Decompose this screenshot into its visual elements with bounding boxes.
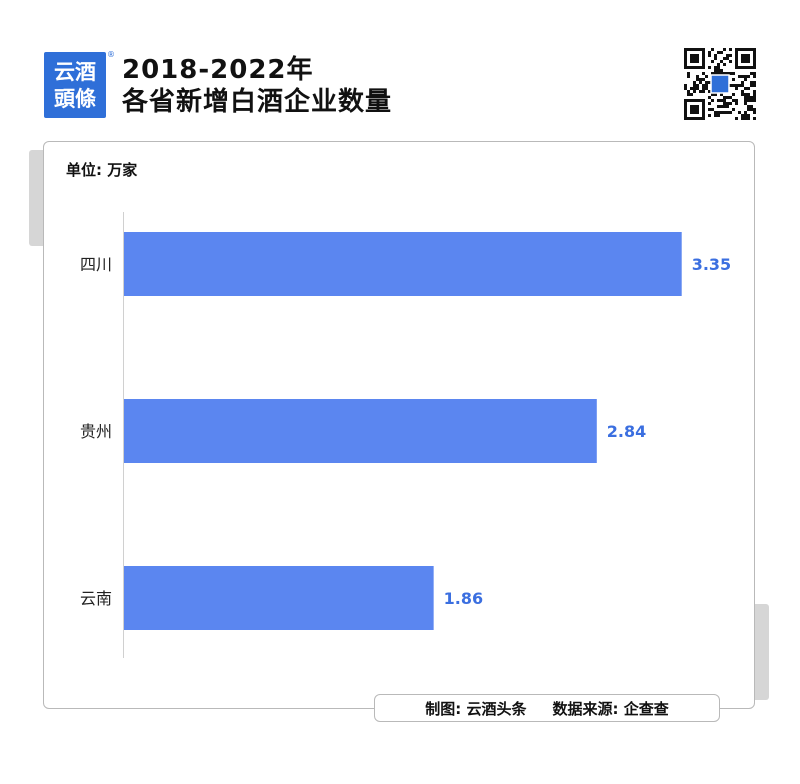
value-label: 3.35 (692, 255, 731, 274)
value-label: 2.84 (607, 422, 646, 441)
bar-2 (124, 566, 434, 630)
bar-0 (124, 232, 682, 296)
logo-line-1: 云酒 (54, 59, 96, 84)
footer-credits: 制图: 云酒头条 数据来源: 企查查 (374, 694, 720, 722)
title-line-1: 2018-2022年 (122, 55, 314, 85)
registered-mark: ® (107, 50, 115, 59)
unit-label: 单位: 万家 (66, 161, 138, 179)
value-label: 1.86 (444, 589, 483, 608)
footer-credit: 制图: 云酒头条 (425, 699, 527, 718)
category-label: 贵州 (80, 422, 112, 441)
qr-code-icon (684, 48, 756, 120)
page-title: 2018-2022年 各省新增白酒企业数量 (122, 54, 392, 118)
panel-tab-left (29, 150, 43, 246)
brand-logo: 云酒 頭條 (44, 52, 106, 118)
panel-tab-right (755, 604, 769, 700)
category-label: 云南 (80, 589, 112, 608)
bars-group: 四川 3.35 贵州 2.84 云南 1.86 (80, 232, 731, 630)
logo-line-2: 頭條 (54, 86, 96, 111)
bar-1 (124, 399, 597, 463)
title-line-2: 各省新增白酒企业数量 (122, 87, 393, 117)
footer-source: 数据来源: 企查查 (552, 699, 669, 718)
category-label: 四川 (80, 255, 112, 274)
